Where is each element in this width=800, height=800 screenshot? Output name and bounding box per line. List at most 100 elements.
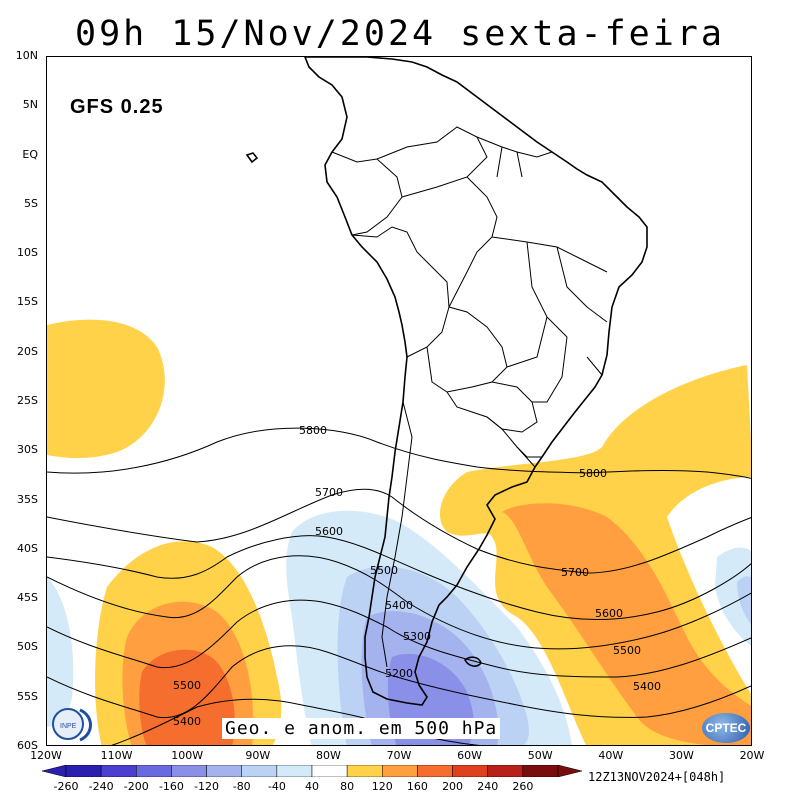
latitude-label: 20S [17,344,38,358]
border-brazil-west [448,176,498,308]
contour-label: 5600 [315,525,343,538]
country-borders [331,126,608,668]
contour-5400 [47,599,751,678]
border-guianas [476,136,553,178]
anomaly-cold-east [715,547,751,646]
longitude-label: 30W [668,749,694,762]
cptec-logo: CPTEC [702,713,750,743]
latitude-label: 35S [17,492,38,506]
footer-caption: Geo. e anom. em 500 hPa [222,718,501,739]
longitude-label: 20W [739,749,765,762]
colorbar-label: -260 [53,780,79,793]
latitude-label: 50S [17,640,38,654]
latitude-label: 15S [17,295,38,309]
colorbar-swatch [241,765,278,777]
latitude-label: 10N [15,49,38,62]
colorbar-swatch [136,765,172,777]
colorbar-swatch [417,765,453,777]
contour-label: 5500 [370,564,398,577]
colorbar-swatch [487,765,524,777]
latitude-label: 10S [17,246,38,260]
latitude-label: 5S [24,196,38,210]
contour-label: 5800 [579,467,607,480]
colorbar-label: -240 [88,780,114,793]
colorbar-swatch [171,765,207,777]
colorbar-label: -40 [267,780,286,793]
run-info: 12Z13NOV2024+[048h] [588,770,726,784]
south-america-outline [304,57,648,706]
colorbar-swatch [522,765,559,777]
colorbar-swatch [452,765,488,777]
longitude-label: 90W [245,749,271,762]
anomaly-cold-east-inner [737,576,751,625]
latitude-label: 45S [17,591,38,605]
colorbar-label: -200 [123,780,149,793]
galapagos [245,152,259,164]
colorbar-label: 260 [512,780,534,793]
colorbar-label: 200 [442,780,464,793]
contour-5800 [47,427,751,479]
latitude-label: 25S [17,394,38,407]
border-ecuador-peru [351,226,450,358]
contour-5300 [47,645,751,719]
border-paraguay [486,381,538,433]
contour-label: 5200 [385,667,413,680]
map-canvas: 5800 5700 5600 5500 5400 5300 5200 5800 … [47,57,751,745]
contour-5700 [47,488,751,574]
colorbar-label: 160 [406,780,428,793]
latitude-label: 5N [22,98,38,112]
colorbar-swatch [206,765,242,777]
colorbar-swatch [382,765,418,777]
colorbar-swatch [276,765,313,777]
colorbar-swatch [65,765,102,777]
longitude-label: 40W [598,749,624,762]
border-bolivia [426,306,508,393]
longitude-label: 70W [386,749,412,762]
inpe-logo: INPE [52,708,92,742]
longitude-label: 100W [171,749,204,762]
contour-label: 5500 [613,644,641,657]
longitude-label: 120W [30,749,62,762]
colorbar-max-arrow [557,765,582,777]
border-venezuela [376,126,488,198]
colorbar-swatch [346,765,383,777]
map-area: 5800 5700 5600 5500 5400 5300 5200 5800 … [46,56,752,746]
longitude-label: 110W [100,749,133,762]
colorbar-swatch [311,765,348,777]
anomaly-warm-southwest-inner [139,649,235,745]
border-argentina-chile [381,401,413,668]
latitude-label: 55S [17,689,38,703]
map-title: 09h 15/Nov/2024 sexta-feira [75,14,725,54]
latitude-label: 30S [17,443,38,457]
contour-label: 5300 [403,630,431,643]
contour-label: 5500 [173,679,201,692]
svg-text:INPE: INPE [60,723,77,730]
contour-label: 5400 [173,715,201,728]
border-argentina-north [446,391,536,468]
colorbar-label: 240 [477,780,499,793]
colorbar-label: -160 [158,780,184,793]
colorbar [42,765,582,777]
longitude-label: 60W [457,749,483,762]
model-label: GFS 0.25 [70,96,164,118]
colorbar-label: 80 [340,780,355,793]
contour-label: 5700 [561,566,589,579]
colorbar-label: 120 [371,780,393,793]
longitude-label: 80W [315,749,341,762]
anomaly-cold-west-edge [47,577,74,727]
border-brazil-states [491,236,608,403]
anomaly-warm-east-mid [502,503,751,745]
contour-label: 5400 [633,680,661,693]
colorbar-label: 40 [305,780,319,793]
colorbar-label: -80 [232,780,251,793]
latitude-label: 60S [17,739,38,752]
contour-label: 5600 [595,607,623,620]
border-uruguay [516,446,542,458]
contour-5600 [47,535,751,620]
latitude-label: 40S [17,541,38,555]
height-contours [47,427,751,745]
colorbar-label: -120 [194,780,220,793]
contour-label: 5700 [315,486,343,499]
border-colombia [331,151,403,236]
longitude-label: 50W [527,749,553,762]
